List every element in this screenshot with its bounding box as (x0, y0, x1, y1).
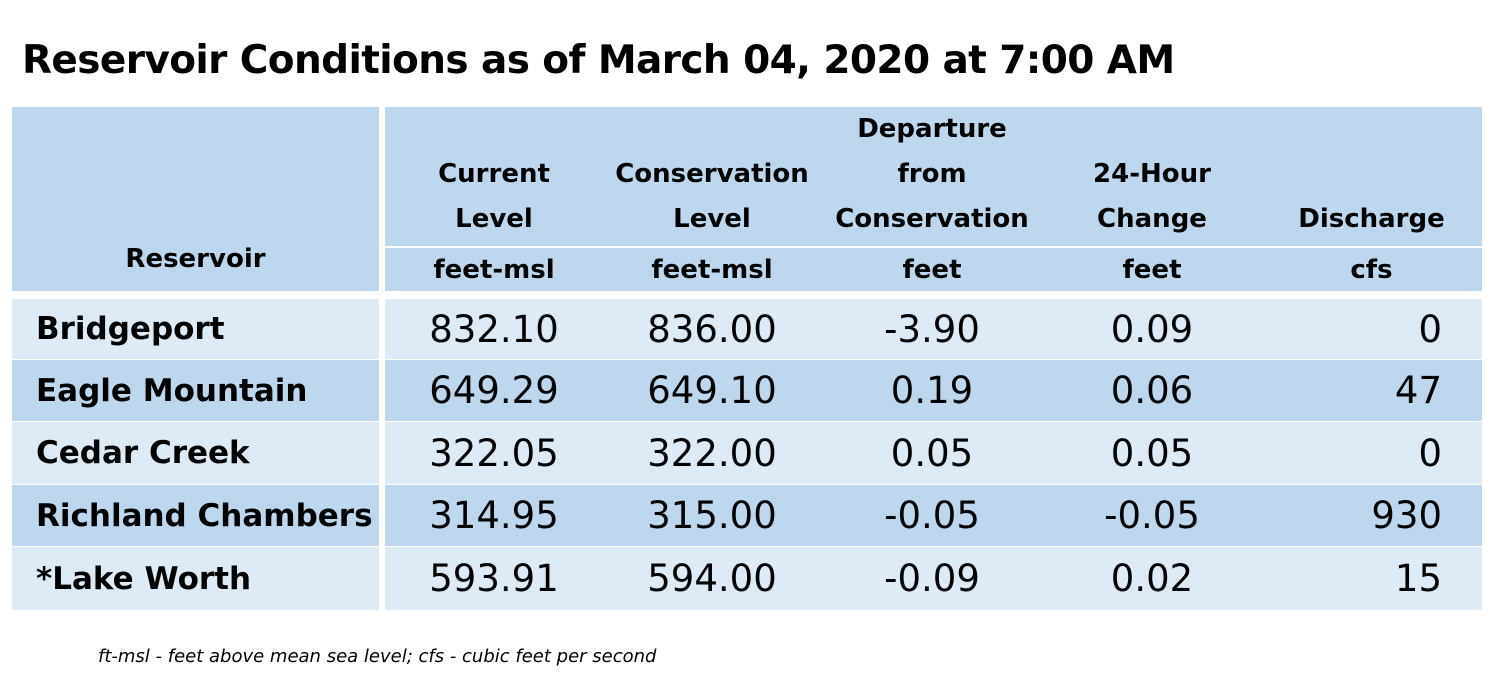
header-change-line1: 24-Hour (1093, 159, 1211, 189)
unit-discharge-label: cfs (1350, 254, 1393, 285)
reservoir-name: Cedar Creek (36, 435, 250, 471)
header-change-line2: Change (1097, 204, 1207, 234)
header-discharge: Discharge (1261, 107, 1482, 246)
unit-current-label: feet-msl (433, 254, 555, 285)
reservoir-name: Bridgeport (36, 311, 225, 347)
current-level-value: 314.95 (429, 494, 559, 537)
row-name-lake-worth: *Lake Worth (12, 547, 379, 610)
departure-value: 0.05 (890, 431, 974, 475)
conservation-level-value: 649.10 (647, 369, 777, 412)
change-value: 0.09 (1110, 307, 1194, 351)
change-value: -0.05 (1104, 494, 1200, 537)
page-title: Reservoir Conditions as of March 04, 202… (22, 38, 1175, 83)
discharge-value: 0 (1418, 431, 1442, 475)
header-conservation: Conservation Level (603, 107, 821, 246)
change-value: 0.06 (1110, 369, 1194, 412)
header-departure-line1: Departure (857, 114, 1007, 144)
row-name-bridgeport: Bridgeport (12, 299, 379, 359)
row-3-values (385, 422, 1482, 484)
header-current-line2: Level (455, 204, 533, 234)
header-conservation-line2: Level (673, 204, 751, 234)
row-name-cedar-creek: Cedar Creek (12, 422, 379, 484)
header-current: Current Level (385, 107, 603, 246)
reservoir-name: Eagle Mountain (36, 372, 308, 409)
discharge-value: 0 (1418, 307, 1442, 351)
current-level-value: 832.10 (429, 307, 559, 351)
reservoir-name: Richland Chambers (36, 497, 373, 534)
unit-conservation: feet-msl (603, 248, 821, 291)
header-change: 24-Hour Change (1043, 107, 1261, 246)
header-reservoir-label: Reservoir (125, 244, 266, 274)
unit-discharge: cfs (1261, 248, 1482, 291)
header-departure-line3: Conservation (835, 204, 1029, 234)
conservation-level-value: 594.00 (647, 557, 777, 600)
change-value: 0.02 (1110, 557, 1194, 600)
conservation-level-value: 315.00 (647, 494, 777, 537)
header-reservoir: Reservoir (12, 107, 379, 291)
header-departure: Departure from Conservation (821, 107, 1043, 246)
row-4-values (385, 485, 1482, 546)
discharge-value: 15 (1394, 557, 1442, 600)
unit-current: feet-msl (385, 248, 603, 291)
current-level-value: 593.91 (429, 557, 559, 600)
unit-departure-label: feet (902, 254, 962, 285)
departure-value: -0.05 (884, 494, 980, 537)
change-value: 0.05 (1110, 431, 1194, 475)
conservation-level-value: 322.00 (647, 431, 777, 475)
discharge-value: 930 (1371, 494, 1442, 537)
header-discharge-line1: Discharge (1298, 204, 1445, 234)
row-5-values (385, 547, 1482, 610)
unit-change: feet (1043, 248, 1261, 291)
departure-value: 0.19 (890, 369, 974, 412)
header-current-line1: Current (438, 159, 550, 189)
footnote: ft-msl - feet above mean sea level; cfs … (98, 646, 657, 667)
current-level-value: 649.29 (429, 369, 559, 412)
row-1-values (385, 299, 1482, 359)
departure-value: -0.09 (884, 557, 980, 600)
header-conservation-line1: Conservation (615, 159, 809, 189)
header-departure-line2: from (897, 159, 967, 189)
row-name-richland-chambers: Richland Chambers (12, 485, 379, 546)
current-level-value: 322.05 (429, 431, 559, 475)
reservoir-name: *Lake Worth (36, 560, 252, 597)
reservoir-table: Reservoir Current Level Conservation Lev… (12, 107, 1482, 610)
discharge-value: 47 (1394, 369, 1442, 412)
departure-value: -3.90 (884, 307, 980, 351)
unit-change-label: feet (1122, 254, 1182, 285)
row-2-values (385, 360, 1482, 421)
row-name-eagle-mountain: Eagle Mountain (12, 360, 379, 421)
unit-conservation-label: feet-msl (651, 254, 773, 285)
unit-departure: feet (821, 248, 1043, 291)
conservation-level-value: 836.00 (647, 307, 777, 351)
